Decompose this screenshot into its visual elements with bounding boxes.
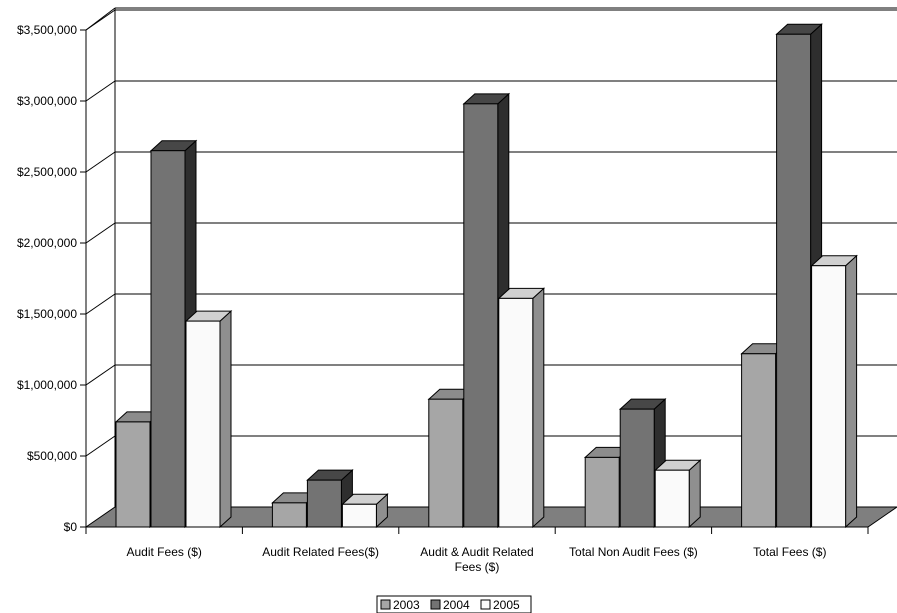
bar-front-face: [498, 297, 534, 528]
bar-front-face: [271, 502, 307, 528]
gridline-diagonal: [85, 80, 116, 102]
bar-front-face: [185, 320, 221, 528]
x-category-label: Total Non Audit Fees ($): [569, 545, 698, 559]
y-tick-label: $1,500,000: [17, 307, 77, 321]
bar-front-face: [619, 408, 655, 528]
legend-box: [376, 595, 532, 613]
bar-2005-4: [810, 254, 858, 529]
gridline-diagonal: [85, 364, 116, 386]
gridline-diagonal: [85, 435, 116, 457]
bar-front-face: [776, 33, 812, 528]
x-category-label: Audit Fees ($): [127, 545, 202, 559]
bar-side-face: [532, 287, 545, 529]
legend: 2003 2004 2005: [376, 595, 532, 613]
gridline-diagonal: [85, 151, 116, 173]
x-category-label: Audit & Audit Related: [420, 545, 533, 559]
gridline-diagonal: [85, 9, 116, 31]
bar-front-face: [150, 150, 186, 528]
bar-front-face: [306, 479, 342, 528]
legend-label-2003: 2003: [393, 598, 420, 612]
bar-front-face: [654, 469, 690, 528]
bar-2005-1: [341, 493, 389, 529]
bar-front-face: [428, 398, 464, 528]
y-tick-label: $500,000: [27, 449, 77, 463]
y-axis: $0 $500,000 $1,000,000 $1,500,000 $2,000,000…: [17, 23, 87, 534]
y-tick-label: $3,000,000: [17, 94, 77, 108]
gridline-diagonal: [85, 222, 116, 244]
bar-2005-3: [653, 459, 702, 529]
gridline-diagonal: [85, 293, 116, 315]
y-tick-label: $0: [64, 520, 78, 534]
bar-front-face: [463, 103, 499, 528]
bars: [114, 23, 858, 529]
bar-front-face: [741, 353, 777, 528]
x-category-label: Total Fees ($): [753, 545, 826, 559]
bar-side-face: [688, 459, 701, 529]
y-tick-label: $2,000,000: [17, 236, 77, 250]
legend-swatch-2003: [380, 599, 391, 610]
legend-swatch-2004: [430, 599, 441, 610]
y-tick-label: $3,500,000: [17, 23, 77, 37]
bar-2003-2: [427, 388, 476, 529]
legend-label-2004: 2004: [443, 598, 470, 612]
y-tick-label: $1,000,000: [17, 378, 77, 392]
bar-front-face: [341, 503, 377, 528]
bar-2003-1: [271, 491, 319, 529]
x-category-label: Fees ($): [455, 560, 500, 574]
y-tick-label: $2,500,000: [17, 165, 77, 179]
bar-side-face: [845, 254, 858, 529]
bar-side-face: [219, 309, 232, 529]
bar-2005-2: [497, 287, 546, 529]
bar-front-face: [584, 456, 620, 528]
legend-label-2005: 2005: [493, 598, 520, 612]
bar-front-face: [115, 421, 151, 528]
x-axis: Audit Fees ($) Audit Related Fees($) Audit…: [85, 526, 869, 574]
legend-swatch-2005: [480, 599, 491, 610]
x-category-label: Audit Related Fees($): [262, 545, 379, 559]
bar-front-face: [811, 265, 847, 528]
bar-2005-0: [184, 309, 233, 529]
